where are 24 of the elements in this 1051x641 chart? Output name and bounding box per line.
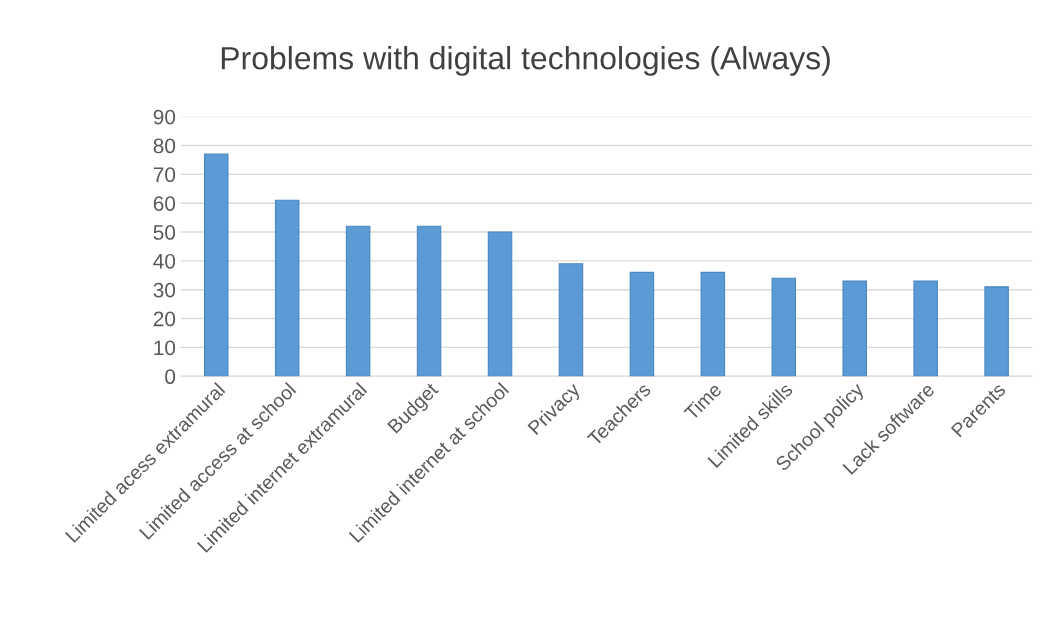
y-tick-label: 90	[153, 109, 176, 125]
bar	[913, 280, 938, 377]
y-tick-label: 0	[165, 369, 176, 385]
bar	[487, 231, 513, 377]
bar	[203, 153, 229, 377]
bar	[558, 263, 584, 377]
bar	[629, 271, 655, 377]
y-tick-label: 70	[153, 167, 176, 183]
bar	[842, 280, 867, 377]
x-tick-label: Time	[683, 381, 723, 421]
bar	[984, 286, 1009, 377]
y-tick-label: 40	[153, 253, 176, 269]
bar	[771, 277, 797, 377]
y-tick-label: 50	[153, 225, 176, 240]
y-tick-label: 30	[153, 282, 176, 298]
bar	[274, 199, 300, 377]
bar	[345, 225, 371, 377]
y-tick-label: 80	[153, 138, 176, 154]
bar	[416, 225, 442, 377]
y-tick-label: 60	[153, 196, 176, 211]
y-tick-label: 20	[153, 311, 176, 327]
bar	[700, 271, 726, 377]
y-tick-label: 10	[154, 340, 176, 356]
chart-title: Problems with digital technologies (Always)	[221, 46, 830, 76]
